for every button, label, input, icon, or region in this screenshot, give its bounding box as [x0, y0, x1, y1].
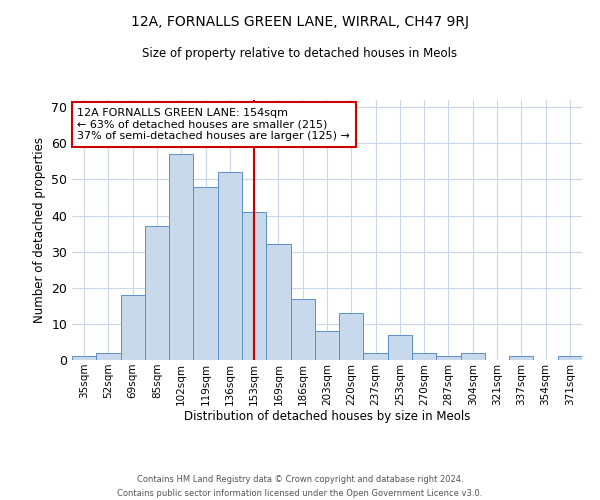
Bar	[218, 172, 242, 360]
Bar	[461, 353, 485, 360]
Bar	[290, 298, 315, 360]
Bar	[509, 356, 533, 360]
Y-axis label: Number of detached properties: Number of detached properties	[32, 137, 46, 323]
Bar	[266, 244, 290, 360]
Bar	[388, 334, 412, 360]
Bar	[412, 353, 436, 360]
Bar	[121, 295, 145, 360]
Bar	[96, 353, 121, 360]
Bar	[169, 154, 193, 360]
X-axis label: Distribution of detached houses by size in Meols: Distribution of detached houses by size …	[184, 410, 470, 424]
Text: Contains HM Land Registry data © Crown copyright and database right 2024.
Contai: Contains HM Land Registry data © Crown c…	[118, 476, 482, 498]
Bar	[436, 356, 461, 360]
Bar	[339, 313, 364, 360]
Bar	[193, 186, 218, 360]
Text: 12A FORNALLS GREEN LANE: 154sqm
← 63% of detached houses are smaller (215)
37% o: 12A FORNALLS GREEN LANE: 154sqm ← 63% of…	[77, 108, 350, 141]
Bar	[364, 353, 388, 360]
Text: 12A, FORNALLS GREEN LANE, WIRRAL, CH47 9RJ: 12A, FORNALLS GREEN LANE, WIRRAL, CH47 9…	[131, 15, 469, 29]
Bar	[145, 226, 169, 360]
Bar	[242, 212, 266, 360]
Bar	[315, 331, 339, 360]
Bar	[558, 356, 582, 360]
Bar	[72, 356, 96, 360]
Text: Size of property relative to detached houses in Meols: Size of property relative to detached ho…	[142, 48, 458, 60]
